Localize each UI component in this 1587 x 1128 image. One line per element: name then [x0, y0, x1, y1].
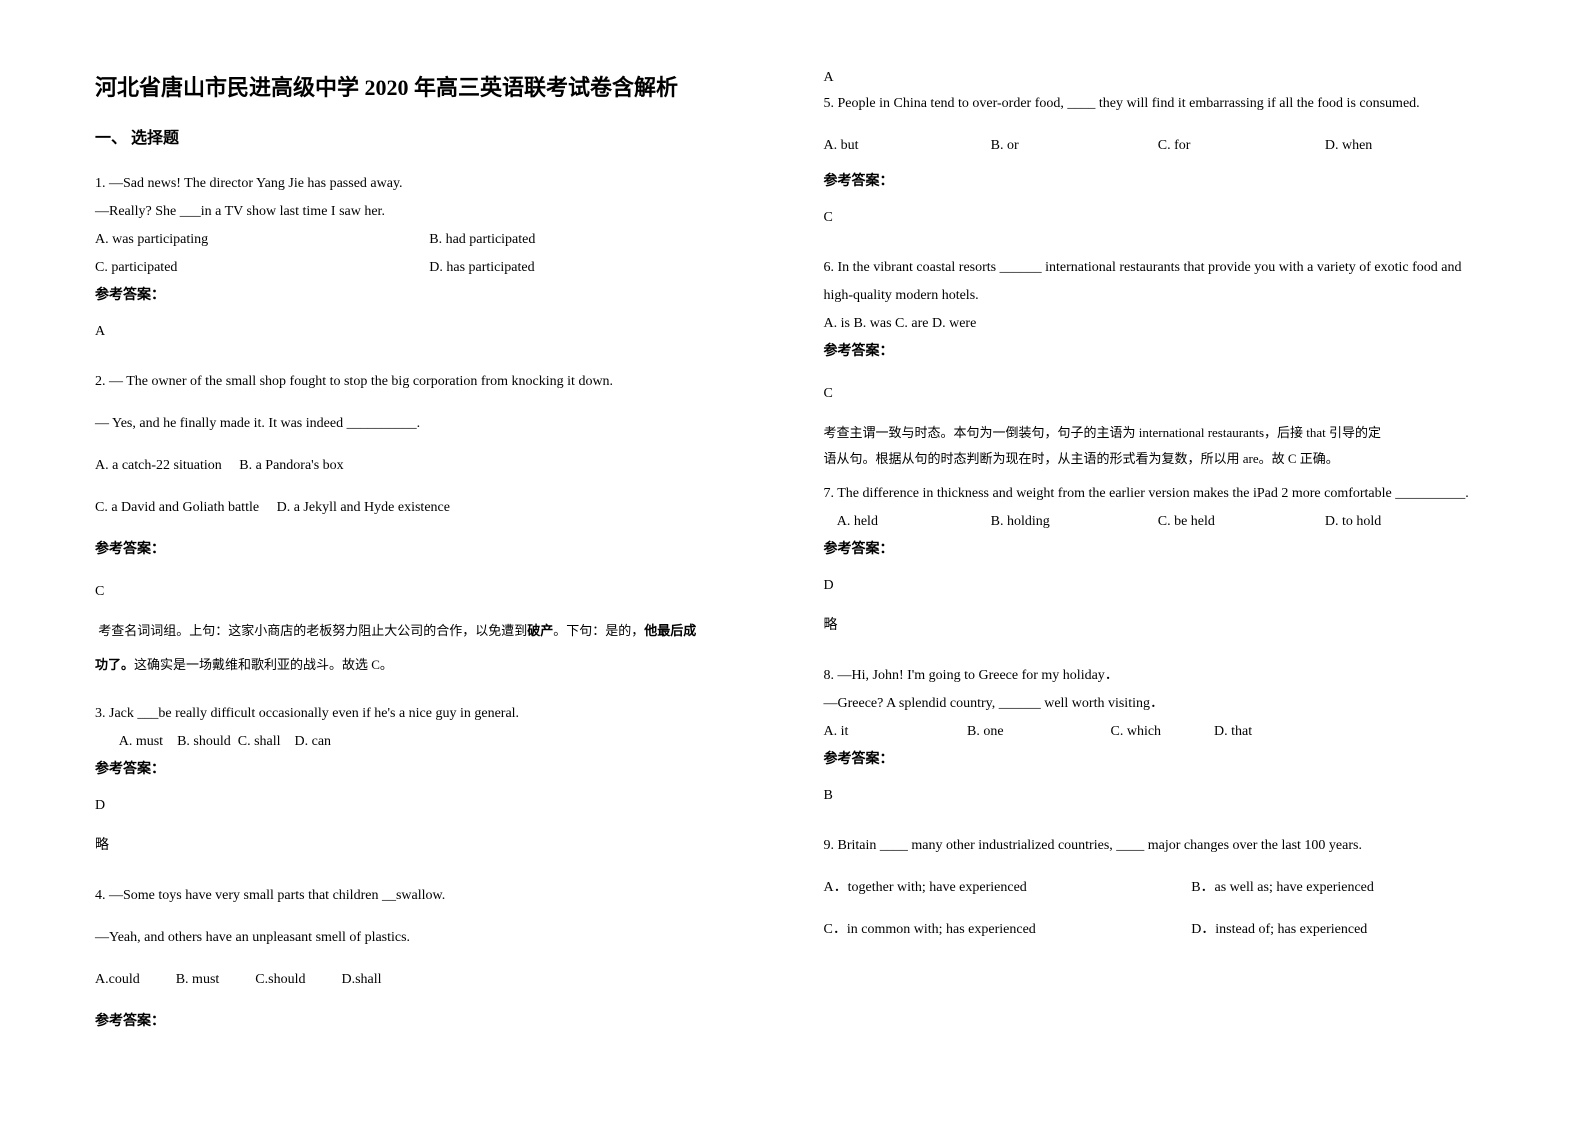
- q3-answer-label: 参考答案：: [95, 756, 764, 784]
- q5-options: A. but B. or C. for D. when: [824, 132, 1493, 160]
- q7-option-d: D. to hold: [1325, 508, 1492, 536]
- q6-options: A. is B. was C. are D. were: [824, 310, 1493, 338]
- q7-option-c: C. be held: [1158, 508, 1325, 536]
- q2-option-a: A. a catch-22 situation: [95, 458, 222, 473]
- q6-explanation-1: 考查主谓一致与时态。本句为一倒装句，句子的主语为 international r…: [824, 420, 1493, 446]
- q6-line1: 6. In the vibrant coastal resorts ______…: [824, 254, 1493, 310]
- q1-option-b: B. had participated: [429, 226, 763, 254]
- q2-bold3: 功了。: [95, 657, 134, 672]
- left-column: 河北省唐山市民进高级中学 2020 年高三英语联考试卷含解析 一、 选择题 1.…: [95, 70, 764, 1058]
- q8-answer-label: 参考答案：: [824, 746, 1493, 774]
- q2-option-c: C. a David and Goliath battle: [95, 500, 259, 515]
- q9-options-row1: A．together with; have experienced B．as w…: [824, 874, 1493, 902]
- q1-option-a: A. was participating: [95, 226, 429, 254]
- q7-answer-label: 参考答案：: [824, 536, 1493, 564]
- q7-note: 略: [824, 612, 1493, 640]
- q1-option-d: D. has participated: [429, 254, 763, 282]
- q8-option-d: D. that: [1214, 718, 1252, 746]
- q2-bold2: 他最后成: [644, 623, 696, 638]
- q1-answer: A: [95, 318, 764, 346]
- q4-answer-label: 参考答案：: [95, 1008, 764, 1036]
- q9-line1: 9. Britain ____ many other industrialize…: [824, 832, 1493, 860]
- q9-options-row2: C．in common with; has experienced D．inst…: [824, 916, 1493, 944]
- q5-option-c: C. for: [1158, 132, 1325, 160]
- q1-options-row2: C. participated D. has participated: [95, 254, 764, 282]
- q5-answer-label: 参考答案：: [824, 168, 1493, 196]
- question-2: 2. — The owner of the small shop fought …: [95, 368, 764, 678]
- q4-options: A.could B. must C.should D.shall: [95, 966, 764, 994]
- q2-options-row1: A. a catch-22 situation B. a Pandora's b…: [95, 452, 764, 480]
- q3-answer: D: [95, 792, 764, 820]
- q2-explanation-1: 考查名词词组。上句：这家小商店的老板努力阻止大公司的合作，以免遭到破产。下句：是…: [95, 618, 764, 644]
- q8-line2: —Greece? A splendid country, ______ well…: [824, 690, 1493, 718]
- question-3: 3. Jack ___be really difficult occasiona…: [95, 700, 764, 860]
- q1-answer-label: 参考答案：: [95, 282, 764, 310]
- q2-option-b: B. a Pandora's box: [239, 458, 343, 473]
- question-1: 1. —Sad news! The director Yang Jie has …: [95, 170, 764, 346]
- right-column: A 5. People in China tend to over-order …: [824, 70, 1493, 1058]
- q7-options: A. held B. holding C. be held D. to hold: [824, 508, 1493, 536]
- question-7: 7. The difference in thickness and weigh…: [824, 480, 1493, 640]
- q3-note: 略: [95, 832, 764, 860]
- q4-option-a: A.could: [95, 966, 140, 994]
- document-title: 河北省唐山市民进高级中学 2020 年高三英语联考试卷含解析: [95, 70, 764, 102]
- q1-options-row1: A. was participating B. had participated: [95, 226, 764, 254]
- q9-option-c: C．in common with; has experienced: [824, 916, 1192, 944]
- q8-answer: B: [824, 782, 1493, 810]
- q3-options: A. must B. should C. shall D. can: [95, 728, 764, 756]
- q6-explanation-2: 语从句。根据从句的时态判断为现在时，从主语的形式看为复数，所以用 are。故 C…: [824, 446, 1493, 472]
- q8-option-a: A. it: [824, 718, 964, 746]
- q1-line1: 1. —Sad news! The director Yang Jie has …: [95, 170, 764, 198]
- question-5: 5. People in China tend to over-order fo…: [824, 90, 1493, 232]
- q2-answer-label: 参考答案：: [95, 536, 764, 564]
- q8-option-b: B. one: [967, 718, 1107, 746]
- q4-line2: —Yeah, and others have an unpleasant sme…: [95, 924, 764, 952]
- q5-option-d: D. when: [1325, 132, 1492, 160]
- q3-line1: 3. Jack ___be really difficult occasiona…: [95, 700, 764, 728]
- q9-option-a: A．together with; have experienced: [824, 874, 1192, 902]
- q9-option-b: B．as well as; have experienced: [1191, 874, 1492, 902]
- q7-option-b: B. holding: [991, 508, 1158, 536]
- q2-options-row2: C. a David and Goliath battle D. a Jekyl…: [95, 494, 764, 522]
- question-6: 6. In the vibrant coastal resorts ______…: [824, 254, 1493, 472]
- question-8: 8. —Hi, John! I'm going to Greece for my…: [824, 662, 1493, 810]
- q4-option-d: D.shall: [341, 966, 381, 994]
- q5-line1: 5. People in China tend to over-order fo…: [824, 90, 1493, 118]
- q8-line1: 8. —Hi, John! I'm going to Greece for my…: [824, 662, 1493, 690]
- q6-answer-label: 参考答案：: [824, 338, 1493, 366]
- q5-answer: C: [824, 204, 1493, 232]
- q7-option-a: A. held: [824, 508, 991, 536]
- q5-option-b: B. or: [991, 132, 1158, 160]
- q2-answer: C: [95, 578, 764, 606]
- q4-answer-continued: A: [824, 70, 1493, 86]
- question-9: 9. Britain ____ many other industrialize…: [824, 832, 1493, 944]
- q1-option-c: C. participated: [95, 254, 429, 282]
- q8-option-c: C. which: [1111, 718, 1211, 746]
- q4-option-c: C.should: [255, 966, 305, 994]
- q7-line1: 7. The difference in thickness and weigh…: [824, 480, 1493, 508]
- q8-options: A. it B. one C. which D. that: [824, 718, 1493, 746]
- q2-option-d: D. a Jekyll and Hyde existence: [277, 500, 450, 515]
- question-4: 4. —Some toys have very small parts that…: [95, 882, 764, 1036]
- section-header: 一、 选择题: [95, 124, 764, 148]
- q5-option-a: A. but: [824, 132, 991, 160]
- q1-line2: —Really? She ___in a TV show last time I…: [95, 198, 764, 226]
- q2-line1: 2. — The owner of the small shop fought …: [95, 368, 764, 396]
- q6-answer: C: [824, 380, 1493, 408]
- q2-bold1: 破产: [527, 623, 553, 638]
- q2-line2: — Yes, and he finally made it. It was in…: [95, 410, 764, 438]
- q9-option-d: D．instead of; has experienced: [1191, 916, 1492, 944]
- q7-answer: D: [824, 572, 1493, 600]
- q2-explanation-2: 功了。这确实是一场戴维和歌利亚的战斗。故选 C。: [95, 652, 764, 678]
- q4-option-b: B. must: [176, 966, 220, 994]
- q4-line1: 4. —Some toys have very small parts that…: [95, 882, 764, 910]
- page-container: 河北省唐山市民进高级中学 2020 年高三英语联考试卷含解析 一、 选择题 1.…: [95, 70, 1492, 1058]
